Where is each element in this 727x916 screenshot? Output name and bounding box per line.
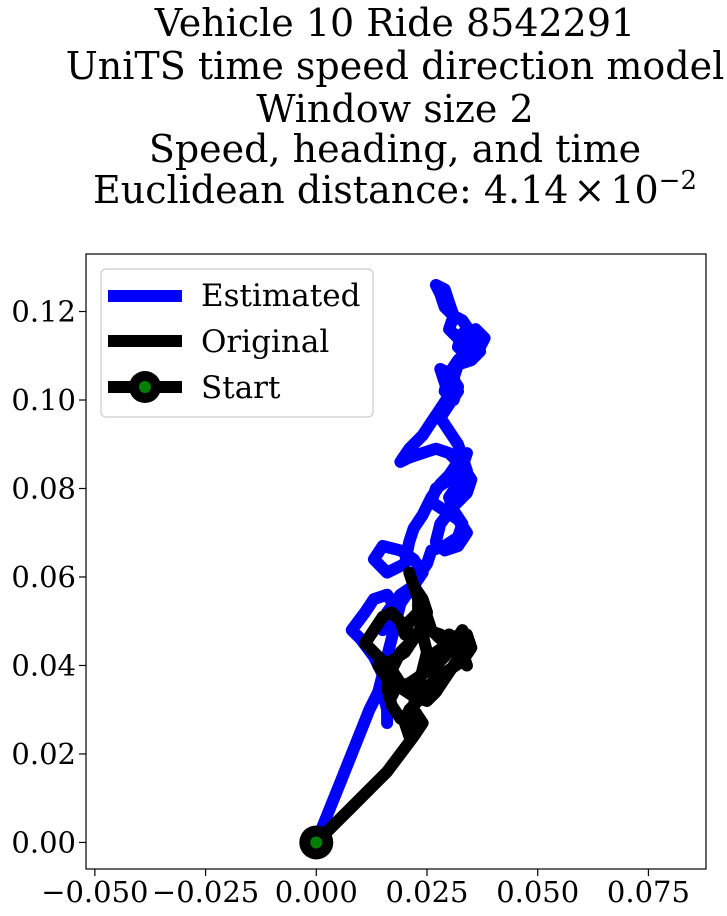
y-tick-label: 0.00: [11, 825, 76, 859]
chart-title: Vehicle 10 Ride 8542291 UniTS time speed…: [66, 1, 725, 212]
x-tick-label: −0.050: [41, 875, 148, 909]
legend-label-estimated: Estimated: [201, 278, 360, 314]
plot-frame: [85, 253, 707, 870]
legend: Estimated Original Start: [100, 268, 374, 418]
y-tick-label: 0.04: [11, 648, 76, 682]
x-tick-label: 0.075: [607, 875, 690, 909]
title-metric-base: 10: [610, 168, 658, 212]
data-layer: [299, 279, 491, 860]
start-marker-inner: [310, 836, 323, 849]
x-tick-label: 0.000: [275, 875, 358, 909]
x-tick-label: 0.050: [496, 875, 579, 909]
title-line-3: Window size 2: [256, 87, 533, 131]
title-metric-exponent: −2: [659, 166, 697, 196]
title-line-5: Euclidean distance: 4.14 × 10−2: [93, 166, 697, 212]
x-tick-label: −0.025: [152, 875, 259, 909]
series-line-estimated: [310, 279, 491, 849]
y-tick-label: 0.10: [11, 383, 76, 417]
title-line-2: UniTS time speed direction model: [66, 44, 725, 88]
title-metric-times: ×: [573, 168, 605, 212]
y-axis-ticks: 0.00 0.02 0.04 0.06 0.08 0.10 0.12: [11, 295, 86, 859]
title-line-1: Vehicle 10 Ride 8542291: [154, 1, 635, 45]
y-tick-label: 0.12: [11, 295, 76, 329]
legend-start-marker-inner: [139, 381, 151, 393]
y-tick-label: 0.02: [11, 737, 76, 771]
legend-label-original: Original: [201, 324, 329, 360]
x-tick-label: 0.025: [385, 875, 468, 909]
title-metric-label: Euclidean distance: 4.14: [93, 168, 568, 212]
title-line-4: Speed, heading, and time: [149, 127, 641, 171]
series-line-original: [310, 566, 478, 849]
legend-label-start: Start: [201, 370, 281, 406]
y-tick-label: 0.08: [11, 471, 76, 505]
x-axis-ticks: −0.050 −0.025 0.000 0.025 0.050 0.075: [41, 869, 690, 909]
legend-box: [100, 268, 374, 418]
y-tick-label: 0.06: [11, 560, 76, 594]
